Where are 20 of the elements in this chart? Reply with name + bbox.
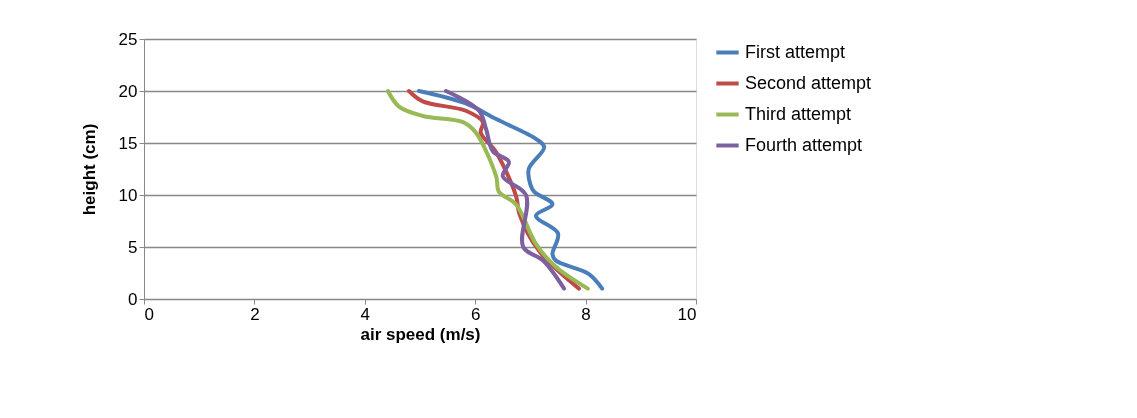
line-series	[416, 89, 605, 291]
x-tick-label: 8	[581, 304, 591, 324]
y-tick-label: 15	[118, 133, 138, 153]
y-tick-label: 5	[128, 237, 138, 257]
line-series	[443, 89, 567, 291]
y-axis-title: height (cm)	[79, 123, 99, 216]
legend-label: Fourth attempt	[745, 134, 863, 155]
y-tick-label: 25	[118, 29, 138, 49]
legend-label: First attempt	[745, 41, 846, 62]
x-tick-label: 0	[144, 304, 154, 324]
legend-label: Third attempt	[745, 103, 852, 124]
x-tick-label: 6	[470, 304, 481, 324]
x-tick-label: 2	[250, 304, 260, 324]
y-tick-label: 20	[118, 81, 138, 101]
x-tick-label: 4	[360, 304, 371, 324]
y-tick-label: 10	[118, 185, 138, 205]
y-tick-label: 0	[128, 289, 138, 309]
x-axis-title: air speed (m/s)	[360, 324, 481, 344]
legend-label: Second attempt	[745, 72, 872, 93]
x-tick-label: 10	[677, 304, 697, 324]
